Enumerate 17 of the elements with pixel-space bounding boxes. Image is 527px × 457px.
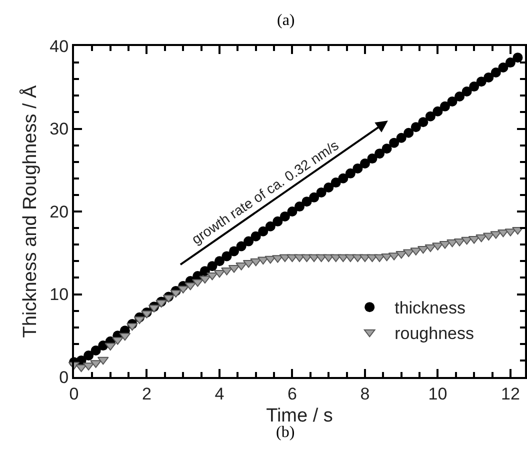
x-tick-label: 2 bbox=[142, 384, 152, 404]
y-tick-label: 30 bbox=[50, 120, 69, 139]
x-tick-label: 8 bbox=[360, 384, 370, 404]
x-tick-label: 6 bbox=[287, 384, 297, 404]
y-tick-label: 10 bbox=[50, 285, 69, 304]
x-tick-label: 10 bbox=[428, 384, 448, 404]
legend-label: thickness bbox=[394, 298, 466, 318]
text: (a) bbox=[277, 12, 295, 29]
y-tick-label: 40 bbox=[50, 36, 69, 56]
x-axis-title: Time / s bbox=[266, 406, 333, 427]
y-tick-label: 0 bbox=[59, 368, 69, 387]
x-tick-label: 4 bbox=[214, 384, 224, 404]
x-tick-label: 12 bbox=[500, 384, 520, 404]
legend-label: roughness bbox=[394, 324, 474, 343]
text: (b) bbox=[276, 424, 295, 441]
y-tick-label: 20 bbox=[50, 202, 69, 222]
y-axis-title: Thickness and Roughness / Å bbox=[19, 84, 42, 338]
